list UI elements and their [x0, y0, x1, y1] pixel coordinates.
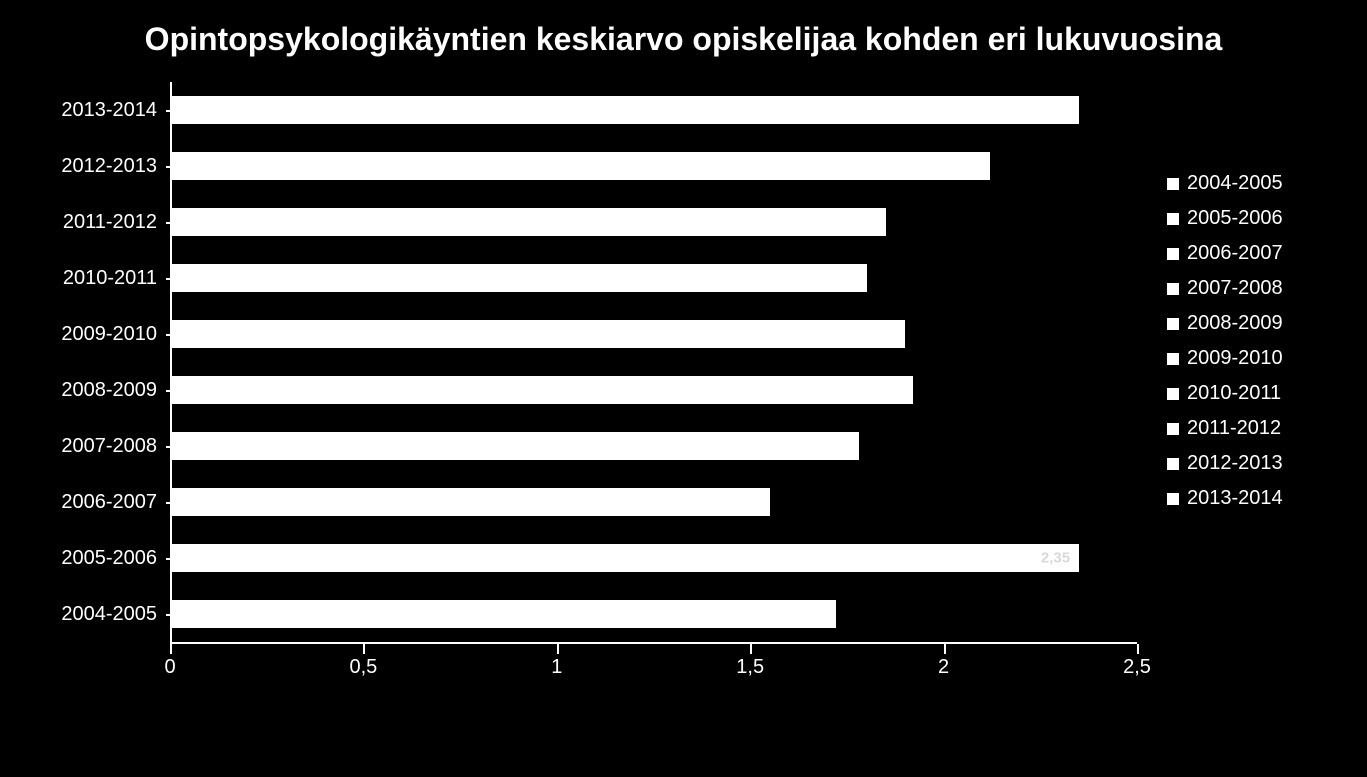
- legend-label: 2004-2005: [1187, 172, 1283, 195]
- x-tick-label: 0: [164, 656, 175, 679]
- bar: [172, 208, 886, 236]
- x-tick: [557, 644, 559, 654]
- legend-swatch-icon: [1167, 458, 1179, 470]
- x-tick-label: 0,5: [349, 656, 377, 679]
- bar: [172, 600, 836, 628]
- legend-label: 2006-2007: [1187, 242, 1283, 265]
- legend-swatch-icon: [1167, 318, 1179, 330]
- legend-swatch-icon: [1167, 493, 1179, 505]
- bar: [172, 264, 867, 292]
- y-category-label: 2004-2005: [37, 603, 157, 626]
- bar-row: 2008-2009: [172, 362, 1137, 418]
- bar-row: 2005-20062,35: [172, 530, 1137, 586]
- chart-container: Opintopsykologikäyntien keskiarvo opiske…: [0, 0, 1367, 777]
- bar: 2,35: [172, 544, 1079, 572]
- x-tick: [170, 644, 172, 654]
- bar: [172, 320, 905, 348]
- y-category-label: 2005-2006: [37, 547, 157, 570]
- y-category-label: 2007-2008: [37, 435, 157, 458]
- legend-item: 2012-2013: [1167, 452, 1327, 475]
- bar-row: 2004-2005: [172, 586, 1137, 642]
- legend-item: 2006-2007: [1167, 242, 1327, 265]
- bar-row: 2006-2007: [172, 474, 1137, 530]
- bar-data-label: 2,35: [1041, 550, 1070, 567]
- legend-item: 2005-2006: [1167, 207, 1327, 230]
- x-tick: [1137, 644, 1139, 654]
- chart-title: Opintopsykologikäyntien keskiarvo opiske…: [40, 20, 1327, 58]
- y-category-label: 2011-2012: [37, 211, 157, 234]
- bar-row: 2012-2013: [172, 138, 1137, 194]
- x-tick-label: 2,5: [1123, 656, 1151, 679]
- x-tick-label: 1: [551, 656, 562, 679]
- x-axis: 00,511,522,5: [170, 642, 1137, 682]
- legend-label: 2008-2009: [1187, 312, 1283, 335]
- legend-swatch-icon: [1167, 353, 1179, 365]
- y-category-label: 2010-2011: [37, 267, 157, 290]
- y-category-label: 2012-2013: [37, 155, 157, 178]
- legend-label: 2012-2013: [1187, 452, 1283, 475]
- y-category-label: 2013-2014: [37, 99, 157, 122]
- bars-region: 2013-20142012-20132011-20122010-20112009…: [170, 82, 1137, 642]
- legend-item: 2010-2011: [1167, 382, 1327, 405]
- legend-item: 2011-2012: [1167, 417, 1327, 440]
- legend-swatch-icon: [1167, 213, 1179, 225]
- y-category-label: 2006-2007: [37, 491, 157, 514]
- legend-label: 2011-2012: [1187, 417, 1281, 440]
- legend-item: 2013-2014: [1167, 487, 1327, 510]
- legend-label: 2007-2008: [1187, 277, 1283, 300]
- legend-swatch-icon: [1167, 388, 1179, 400]
- legend-swatch-icon: [1167, 248, 1179, 260]
- bar-row: 2009-2010: [172, 306, 1137, 362]
- bar-row: 2011-2012: [172, 194, 1137, 250]
- y-category-label: 2008-2009: [37, 379, 157, 402]
- x-tick-label: 2: [938, 656, 949, 679]
- legend-item: 2009-2010: [1167, 347, 1327, 370]
- legend-item: 2007-2008: [1167, 277, 1327, 300]
- legend-swatch-icon: [1167, 178, 1179, 190]
- legend: 2004-2005 2005-2006 2006-2007 2007-2008 2008…: [1157, 82, 1327, 682]
- legend-label: 2005-2006: [1187, 207, 1283, 230]
- bar: [172, 376, 913, 404]
- plot-row: 2013-20142012-20132011-20122010-20112009…: [40, 82, 1327, 682]
- bar: [172, 152, 990, 180]
- bar: [172, 96, 1079, 124]
- legend-swatch-icon: [1167, 283, 1179, 295]
- legend-item: 2008-2009: [1167, 312, 1327, 335]
- bar-row: 2007-2008: [172, 418, 1137, 474]
- x-tick: [944, 644, 946, 654]
- legend-swatch-icon: [1167, 423, 1179, 435]
- x-tick: [750, 644, 752, 654]
- x-tick: [363, 644, 365, 654]
- legend-item: 2004-2005: [1167, 172, 1327, 195]
- y-category-label: 2009-2010: [37, 323, 157, 346]
- legend-label: 2009-2010: [1187, 347, 1283, 370]
- legend-label: 2010-2011: [1187, 382, 1281, 405]
- legend-label: 2013-2014: [1187, 487, 1283, 510]
- x-tick-label: 1,5: [736, 656, 764, 679]
- bar-row: 2013-2014: [172, 82, 1137, 138]
- bar: [172, 488, 770, 516]
- bar: [172, 432, 859, 460]
- plot-area: 2013-20142012-20132011-20122010-20112009…: [170, 82, 1137, 682]
- bar-row: 2010-2011: [172, 250, 1137, 306]
